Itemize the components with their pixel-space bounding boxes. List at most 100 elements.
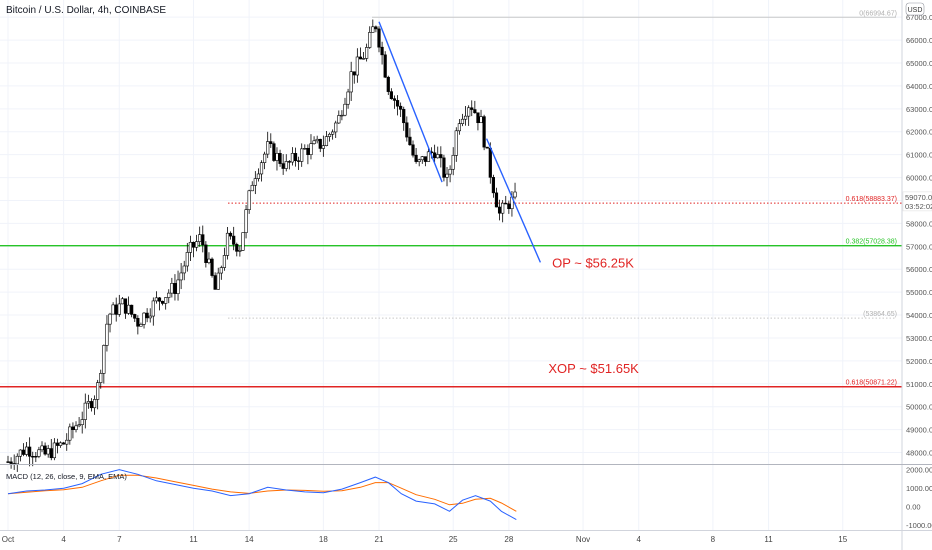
candle (463, 106, 468, 126)
trendline[interactable] (485, 138, 542, 263)
candle (315, 135, 319, 144)
candle (253, 171, 257, 195)
x-tick-label: 18 (319, 535, 328, 544)
candle (86, 394, 90, 409)
y-tick-label: 58000.00 (906, 219, 932, 228)
x-tick-label: 14 (245, 535, 254, 544)
candle (420, 155, 424, 164)
candle (120, 297, 124, 305)
y-tick-label: 64000.00 (906, 82, 932, 91)
candle (383, 51, 387, 79)
y-tick-label: 50000.00 (906, 403, 932, 412)
candle (497, 199, 502, 221)
candle (213, 272, 217, 290)
candle (21, 443, 26, 457)
candle (402, 106, 406, 131)
x-tick-label: 7 (117, 535, 122, 544)
candle (225, 227, 230, 260)
candle (411, 140, 415, 158)
candle (337, 110, 341, 124)
candle (222, 247, 227, 271)
candle (371, 19, 375, 33)
candle (374, 25, 378, 33)
x-tick-label: 11 (764, 535, 773, 544)
candle (204, 241, 208, 268)
y-tick-label: 48000.00 (906, 449, 932, 458)
chart-title: Bitcoin / U.S. Dollar, 4h, COINBASE (6, 5, 166, 16)
candle (290, 147, 295, 166)
currency-badge[interactable]: USD (905, 2, 925, 16)
candle (361, 52, 366, 60)
candle (491, 174, 495, 198)
fib-levels: 0(66994.67) 0.618(58883.37) 0.382(57028.38… (0, 10, 902, 388)
candle (15, 453, 19, 472)
candle (114, 297, 118, 322)
candle (210, 257, 214, 278)
x-tick-label: 4 (61, 535, 66, 544)
y-tick-label: 55000.00 (906, 288, 932, 297)
candle (216, 267, 220, 290)
candle (188, 235, 193, 261)
candle (145, 308, 149, 323)
candle (327, 132, 332, 142)
candle (287, 160, 291, 170)
annotations: OP ~ $56.25K XOP ~ $51.65K (548, 255, 639, 375)
candle (219, 265, 223, 280)
candle (77, 417, 81, 428)
candle (355, 48, 359, 83)
candle (331, 129, 335, 140)
macd-tick-label: 2000.00 (906, 466, 932, 475)
x-tick-label: 11 (189, 535, 198, 544)
candle (9, 457, 13, 469)
candle (284, 154, 288, 172)
candle (343, 97, 347, 117)
candle (460, 113, 465, 127)
candle (151, 297, 155, 326)
price-candles (6, 19, 517, 472)
candle (334, 120, 338, 138)
y-tick-label: 65000.00 (906, 59, 932, 68)
candle (154, 291, 159, 304)
macd-pane (7, 469, 517, 521)
y-tick-label: 53000.00 (906, 334, 932, 343)
x-tick-label: 21 (375, 535, 384, 544)
candle (259, 160, 264, 182)
fib-label: 0.382(57028.38) (846, 239, 897, 246)
candle (467, 105, 471, 126)
x-tick-label: Oct (2, 535, 15, 544)
candle (28, 437, 32, 467)
candle (108, 312, 112, 333)
y-tick-label: 56000.00 (906, 265, 932, 274)
candle (275, 147, 279, 171)
grid (0, 0, 902, 530)
candle (507, 200, 511, 214)
candle (476, 112, 480, 131)
candle (133, 313, 137, 322)
x-tick-label: 28 (504, 535, 513, 544)
candle (185, 242, 189, 272)
macd-label: MACD (12, 26, close, 9, EMA, EMA) (6, 472, 127, 481)
candle (470, 100, 474, 117)
fib-label: (53864.65) (863, 311, 897, 318)
candle (46, 444, 50, 458)
candle (442, 154, 446, 182)
candle (352, 71, 356, 84)
candle (405, 116, 409, 142)
trendline[interactable] (378, 21, 443, 183)
current-price-tag: 59070.0103:52:02 (902, 191, 932, 212)
candle (92, 395, 97, 415)
candle (321, 135, 325, 157)
candle (247, 189, 251, 214)
candle (65, 433, 69, 451)
candle (399, 102, 403, 117)
y-tick-label: 57000.00 (906, 242, 932, 251)
candle (191, 241, 196, 258)
candle (513, 182, 517, 200)
y-tick-label: 51000.00 (906, 380, 932, 389)
fib-label: 0.618(50871.22) (846, 380, 897, 387)
trendlines (378, 21, 542, 263)
candle (368, 26, 372, 49)
candle (229, 231, 233, 240)
